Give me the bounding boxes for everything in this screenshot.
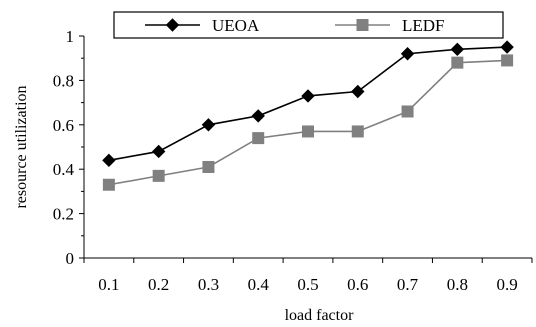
series-line-ledf <box>108 59 508 186</box>
x-tick-label: 0.9 <box>496 275 517 294</box>
legend-marker-ledf <box>356 19 369 31</box>
y-tick-label: 0.2 <box>53 205 74 224</box>
x-tick-label: 0.4 <box>248 275 270 294</box>
data-point-ueoa <box>351 84 365 99</box>
x-ticks: 0.1 0.2 0.3 0.4 0.5 0.6 0.7 0.8 0.9 <box>83 258 533 294</box>
data-point-ledf <box>351 125 364 138</box>
data-point-ledf <box>202 160 215 173</box>
data-point-ueoa <box>450 42 465 57</box>
data-point-ueoa <box>500 40 514 54</box>
data-point-ueoa <box>201 118 216 132</box>
series-layer <box>102 40 514 191</box>
legend-item-ledf: LEDF <box>335 16 445 35</box>
legend-item-ueoa: UEOA <box>145 16 260 35</box>
x-tick-label: 0.6 <box>347 275 368 294</box>
x-tick-label: 0.2 <box>148 275 169 294</box>
data-point-ledf <box>501 54 514 67</box>
series-ueoa <box>102 40 514 168</box>
y-tick-label: 0.8 <box>53 71 74 90</box>
series-ledf <box>102 54 514 191</box>
y-ticks: 0 0.2 0.4 0.6 0.8 1 <box>53 27 84 268</box>
data-point-ledf <box>102 178 115 191</box>
y-tick-label: 0 <box>66 249 75 268</box>
data-point-ueoa <box>301 89 315 103</box>
data-point-ledf <box>152 169 165 182</box>
legend-label-ueoa: UEOA <box>212 16 260 35</box>
x-tick-label: 0.1 <box>98 275 119 294</box>
data-point-ledf <box>302 125 314 138</box>
x-tick-label: 0.3 <box>198 275 219 294</box>
series-line-ueoa <box>108 46 508 162</box>
y-tick-label: 0.4 <box>53 160 75 179</box>
x-axis-title: load factor <box>285 307 355 324</box>
legend-label-ledf: LEDF <box>402 16 445 35</box>
axes <box>83 36 532 259</box>
legend: UEOA LEDF <box>113 11 504 39</box>
x-tick-label: 0.8 <box>447 275 468 294</box>
y-axis-title: resource utilization <box>13 85 30 208</box>
data-point-ueoa <box>151 144 166 159</box>
x-tick-label: 0.7 <box>397 275 419 294</box>
legend-marker-ueoa <box>165 18 180 32</box>
data-point-ledf <box>401 105 414 118</box>
y-tick-label: 0.6 <box>53 116 74 135</box>
data-point-ueoa <box>251 109 265 123</box>
y-tick-label: 1 <box>66 27 75 46</box>
x-tick-label: 0.5 <box>297 275 318 294</box>
data-point-ueoa <box>102 153 116 168</box>
data-point-ueoa <box>400 47 415 61</box>
data-point-ledf <box>451 56 464 69</box>
data-point-ledf <box>252 132 265 145</box>
